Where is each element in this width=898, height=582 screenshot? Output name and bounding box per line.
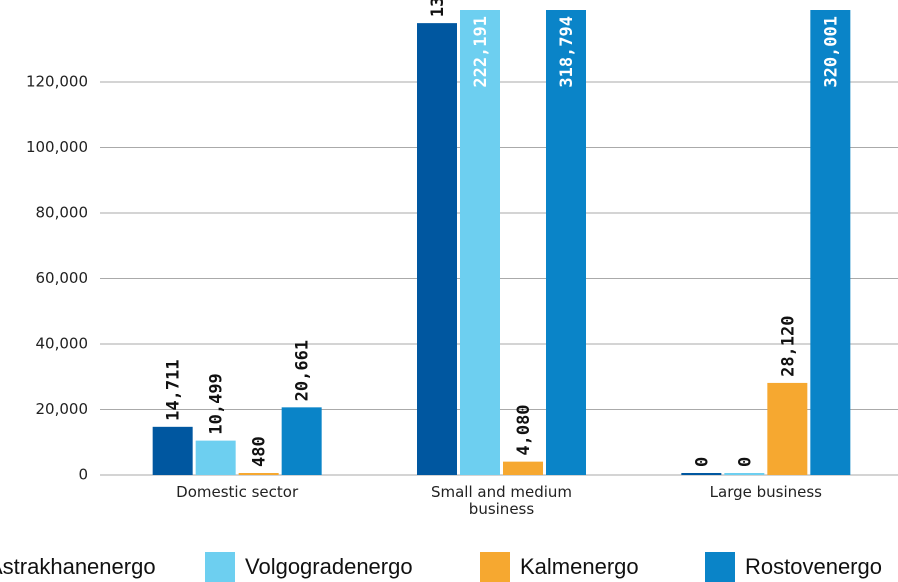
bar — [810, 10, 851, 475]
y-tick-label: 20,000 — [36, 400, 89, 418]
bar — [281, 407, 322, 475]
value-label: 10,499 — [207, 373, 227, 434]
value-label: 4,080 — [514, 404, 534, 455]
value-label: 222,191 — [471, 16, 491, 88]
bar — [767, 382, 808, 475]
bar — [460, 10, 500, 475]
bar — [681, 473, 722, 475]
value-label: 480 — [250, 436, 270, 467]
legend-swatch — [705, 552, 735, 582]
x-tick-label: Small and medium business — [431, 483, 572, 518]
legend-label: Volgogradenergo — [245, 554, 413, 579]
legend-label: Kalmenergo — [520, 554, 639, 579]
bar — [546, 10, 586, 475]
bar — [152, 426, 193, 475]
value-label: 137,992 — [428, 0, 448, 17]
y-tick-label: 80,000 — [36, 204, 89, 222]
value-label: 320,001 — [821, 16, 841, 88]
value-label: 28,120 — [778, 315, 798, 376]
bar — [238, 473, 279, 475]
value-label: 14,711 — [164, 359, 184, 420]
y-tick-label: 40,000 — [36, 335, 89, 353]
x-tick-label: Large business — [710, 483, 823, 501]
bar — [503, 461, 543, 475]
legend-label: Astrakhanenergo — [0, 554, 156, 579]
bar — [195, 440, 236, 475]
legend-label: Rostovenergo — [745, 554, 882, 579]
bar — [417, 23, 457, 476]
legend-swatch — [480, 552, 510, 582]
y-tick-label: 100,000 — [26, 138, 88, 156]
value-label: 20,661 — [293, 340, 313, 401]
x-tick-label: Domestic sector — [176, 483, 299, 501]
y-tick-label: 120,000 — [26, 73, 88, 91]
value-label: 0 — [692, 457, 712, 467]
y-tick-label: 60,000 — [36, 269, 89, 287]
value-label: 0 — [735, 457, 755, 467]
value-label: 318,794 — [557, 16, 577, 88]
y-tick-label: 0 — [78, 466, 88, 484]
bar — [724, 473, 765, 475]
legend-swatch — [205, 552, 235, 582]
